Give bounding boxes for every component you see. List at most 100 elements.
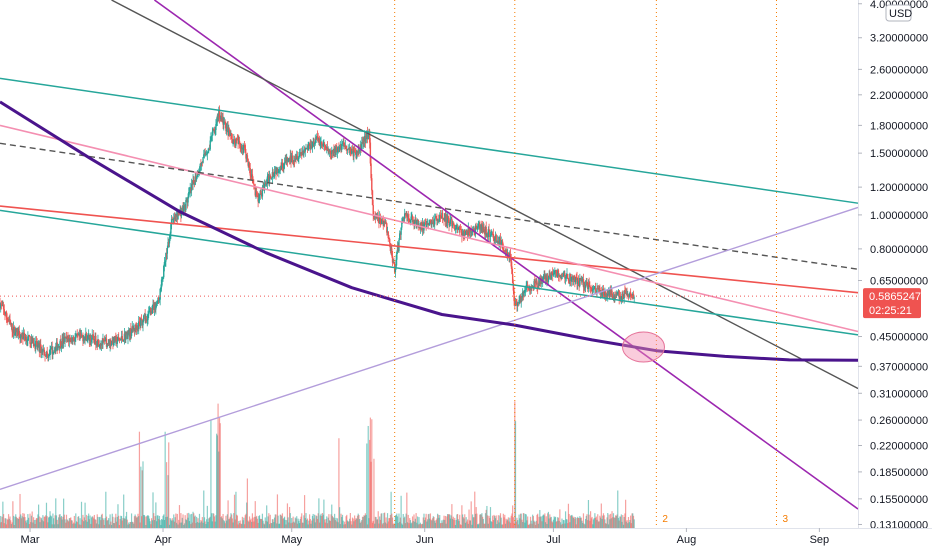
candle-body: [306, 148, 309, 150]
candle-body: [424, 223, 427, 225]
volume-bar: [519, 513, 522, 528]
candle-body: [551, 272, 554, 276]
volume-bar: [431, 518, 434, 528]
candle-body: [536, 286, 539, 288]
candle-body: [119, 339, 121, 341]
volume-bar: [60, 515, 63, 528]
volume-bar: [349, 518, 351, 528]
volume-bar: [196, 522, 198, 528]
volume-bar: [419, 522, 422, 528]
volume-bar: [334, 513, 336, 528]
volume-bar: [441, 520, 443, 528]
candle-body: [37, 342, 40, 346]
volume-bar: [255, 516, 257, 528]
volume-bar: [10, 520, 12, 528]
volume-bar: [594, 513, 596, 528]
volume-bar: [492, 515, 494, 528]
volume-bar: [139, 522, 141, 528]
candle-body: [588, 283, 590, 286]
candle-body: [356, 151, 358, 159]
volume-bar: [233, 513, 235, 528]
volume-bar: [377, 511, 379, 528]
volume-bar: [194, 515, 196, 528]
candle-body: [58, 346, 61, 349]
candle-body: [3, 309, 5, 314]
candle-body: [150, 311, 153, 314]
volume-bar: [18, 516, 20, 528]
candle-body: [446, 217, 449, 223]
volume-bar: [154, 516, 156, 528]
volume-bar: [243, 524, 246, 528]
volume-bar: [143, 514, 145, 528]
candle-body: [381, 219, 383, 225]
volume-bar: [183, 524, 185, 528]
currency-badge[interactable]: USD: [885, 4, 912, 22]
volume-bar: [578, 518, 580, 528]
candle-body: [146, 320, 148, 321]
volume-bar: [100, 520, 102, 528]
candle-body: [516, 304, 518, 307]
candle-body: [279, 167, 281, 171]
candle-body: [172, 219, 174, 220]
volume-bar: [544, 513, 546, 528]
volume-bar: [11, 522, 13, 528]
volume-bars: [0, 401, 635, 528]
candle-body: [132, 326, 134, 330]
volume-bar: [22, 513, 24, 528]
candle-body: [400, 227, 402, 235]
candle-body: [60, 341, 62, 348]
volume-bar: [209, 516, 211, 528]
volume-bar: [396, 513, 398, 528]
volume-bar: [276, 494, 279, 528]
candle-body: [229, 131, 231, 136]
volume-bar: [559, 509, 561, 528]
last-price-value: 0.58652474: [869, 291, 927, 303]
volume-bar: [495, 515, 497, 528]
candle-body: [253, 183, 255, 185]
volume-bar: [192, 511, 194, 528]
candle-body: [334, 147, 337, 155]
price-axis[interactable]: 4.000000003.200000002.600000002.20000000…: [858, 0, 928, 531]
candle-body: [491, 233, 493, 235]
candle-body: [535, 280, 537, 283]
candle-body: [444, 213, 447, 222]
volume-bar: [168, 442, 170, 528]
candle-body: [555, 270, 557, 274]
candle-body: [329, 150, 332, 154]
time-axis[interactable]: Mar Apr May Jun Jul Aug Sep: [0, 528, 932, 546]
candle-body: [404, 213, 407, 215]
candle-body: [411, 216, 414, 222]
candle-body: [287, 159, 289, 162]
candle-body: [271, 177, 273, 179]
volume-bar: [286, 503, 289, 528]
candle-body: [38, 342, 41, 352]
candle-body: [351, 149, 354, 151]
volume-bar: [304, 518, 306, 528]
volume-bar: [14, 516, 16, 528]
volume-bar: [55, 515, 58, 528]
candle-body: [228, 129, 230, 136]
volume-bar: [216, 433, 218, 528]
candle-body: [383, 221, 385, 226]
candle-body: [288, 158, 291, 162]
volume-bar: [462, 514, 464, 528]
candle-body: [327, 150, 329, 151]
candle-body: [166, 247, 169, 254]
candle-body: [517, 302, 520, 304]
candle-body: [452, 222, 455, 225]
volume-bar: [12, 501, 14, 528]
volume-bar: [336, 521, 338, 528]
volume-bar: [269, 514, 271, 528]
volume-bar: [291, 522, 294, 528]
volume-bar: [499, 513, 502, 528]
candle-body: [100, 344, 102, 346]
candle-body: [136, 325, 138, 330]
candle-body: [256, 195, 259, 197]
candle-body: [604, 292, 607, 297]
candle-body: [461, 232, 464, 237]
volume-bar: [200, 520, 202, 528]
candle-body: [505, 250, 507, 254]
volume-bar: [334, 520, 336, 528]
candle-body: [538, 282, 540, 284]
